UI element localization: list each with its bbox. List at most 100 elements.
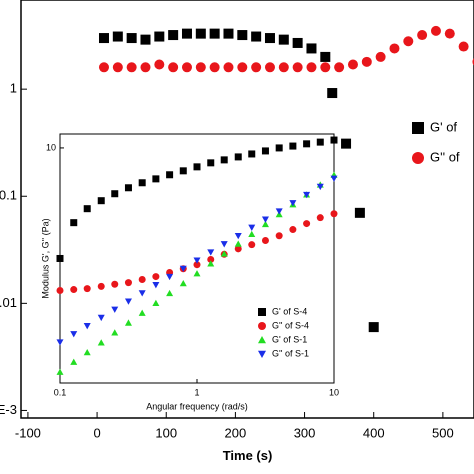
point [179,167,187,175]
x-tick-label: 10 [329,387,339,397]
point [278,62,289,73]
y-tick-label: 0.1 [0,188,17,203]
point [261,147,269,155]
point [306,43,317,54]
point [97,282,105,290]
point [220,241,228,248]
legend-marker [258,350,266,358]
y-axis-label: Modulus G', G'' (Pa) [40,218,50,298]
point [124,319,132,326]
point [330,210,338,218]
point [124,184,132,192]
point [168,62,179,73]
point [111,280,119,288]
point [248,241,256,249]
point [124,279,132,287]
point [234,232,242,240]
point [112,31,123,42]
point [56,287,64,295]
x-tick-label: 0.1 [54,387,67,397]
point [83,323,91,330]
point [444,28,455,39]
point [389,43,400,54]
point [152,282,160,289]
point [361,56,372,67]
point [97,339,105,346]
y-tick-label: 0.01 [0,295,17,310]
point [98,33,109,44]
point [375,51,386,62]
legend-label: G'' of S-4 [272,320,309,330]
point [195,28,206,39]
point [154,31,165,42]
legend-marker [412,152,424,164]
point [179,265,187,272]
point [261,220,269,228]
point [195,62,206,73]
point [354,207,365,218]
point [320,51,331,62]
point [275,144,283,152]
point [316,214,324,222]
point [209,28,220,39]
point [261,236,269,244]
point [181,62,192,73]
x-axis-label: Angular frequency (rad/s) [146,401,248,411]
legend-marker [258,322,266,330]
x-axis-label: Time (s) [223,448,273,463]
point [168,30,179,41]
point [248,224,256,231]
point [251,62,262,73]
legend-label: G' of S-4 [272,306,307,316]
point [368,322,379,333]
point [330,175,338,182]
point [181,28,192,39]
point [70,358,78,365]
point [430,25,441,36]
point [70,219,78,227]
x-tick-label: 1 [194,387,199,397]
x-tick-label: 100 [155,425,177,440]
point [234,153,242,161]
point [166,289,174,297]
point [56,339,64,346]
point [138,309,146,316]
point [234,240,242,247]
point [320,62,331,73]
y-tick-label: 1E-3 [0,402,17,417]
point [334,62,345,73]
x-tick-label: 400 [363,425,385,440]
legend-label: G'' of S-1 [272,348,309,358]
point [237,30,248,41]
point [306,62,317,73]
point [264,33,275,44]
point [458,41,469,52]
point [220,156,228,164]
point [140,62,151,73]
legend-marker [258,308,266,316]
point [347,59,358,70]
point [98,62,109,73]
point [223,62,234,73]
point [124,298,132,305]
point [403,36,414,47]
point [152,299,160,306]
point [111,329,119,336]
point [289,200,297,207]
point [70,331,78,338]
point [56,254,64,262]
point [303,140,311,148]
point [193,270,201,277]
point [330,136,338,144]
legend-label: G' of S-1 [272,334,307,344]
point [220,250,228,257]
point [303,220,311,228]
point [248,150,256,158]
point [138,290,146,297]
point [207,260,215,267]
point [56,368,64,375]
point [303,191,311,199]
y-tick-label: 10 [46,142,56,152]
y-tick-label: 1 [10,81,17,96]
